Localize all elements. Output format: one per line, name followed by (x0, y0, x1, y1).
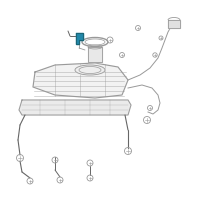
Polygon shape (88, 47, 102, 62)
Polygon shape (76, 33, 83, 44)
Polygon shape (33, 63, 128, 98)
Polygon shape (19, 100, 131, 115)
Polygon shape (168, 20, 180, 28)
Ellipse shape (75, 65, 105, 75)
